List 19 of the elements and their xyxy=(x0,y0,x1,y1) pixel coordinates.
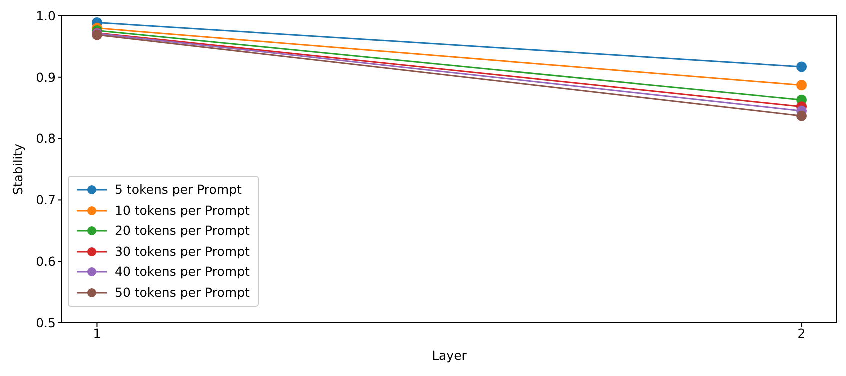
y-tick-label: 0.5 xyxy=(36,315,56,330)
y-tick-label: 0.9 xyxy=(36,70,56,85)
legend-label: 50 tokens per Prompt xyxy=(115,284,250,302)
x-axis-title: Layer xyxy=(432,348,468,363)
point xyxy=(796,80,808,91)
legend-label: 20 tokens per Prompt xyxy=(115,222,250,240)
y-tick-label: 0.6 xyxy=(36,254,56,270)
legend-label: 10 tokens per Prompt xyxy=(115,202,250,220)
legend-label: 5 tokens per Prompt xyxy=(115,181,242,199)
y-tick-label: 1.0 xyxy=(36,8,56,24)
x-tick-label: 1 xyxy=(93,326,102,341)
point xyxy=(796,62,808,72)
legend-label: 30 tokens per Prompt xyxy=(115,242,250,261)
point xyxy=(796,110,808,122)
y-tick-label: 0.7 xyxy=(36,192,56,208)
x-tick-label: 2 xyxy=(798,326,806,341)
y-axis-title: Stability xyxy=(10,143,26,196)
legend-label: 40 tokens per Prompt xyxy=(115,263,250,281)
y-tick-label: 0.8 xyxy=(36,131,56,146)
